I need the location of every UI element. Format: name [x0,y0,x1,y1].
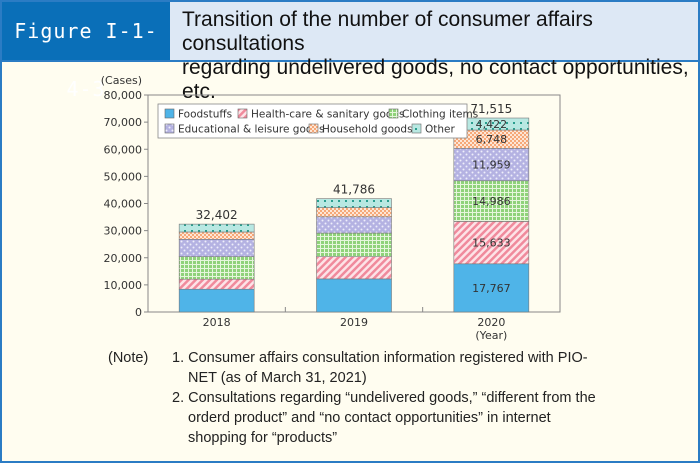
y-tick-label: 10,000 [104,279,143,292]
x-axis-label: (Year) [475,329,507,342]
note-label: (Note) [108,350,149,366]
bar-total-label: 41,786 [333,183,375,197]
figure-number: Figure I-1-4-3 [2,2,170,101]
legend-item: Other [411,123,455,136]
figure-title: Transition of the number of consumer aff… [182,8,694,104]
legend-item: Clothing items [388,108,478,121]
segment-value-label: 14,986 [472,195,511,208]
legend-swatch [237,108,248,119]
bar-segment-clothing-items-2019 [316,232,392,257]
legend-label: Other [425,124,455,136]
bar-segment-educational-leisure-goods-2018 [178,239,255,257]
bar-segment-health-care-sanitary-goods-2018 [178,278,255,290]
figure-header: Figure I-1-4-3 Transition of the number … [2,2,698,103]
bar-segment-household-goods-2018 [178,231,255,240]
bar-segment-clothing-items-2020 [453,180,530,222]
note-item-2: 2. Consultations regarding “undelivered … [172,390,596,446]
y-axis-label: (Cases) [101,74,142,87]
bar-segment-other-2018 [178,223,255,233]
legend-swatch [164,123,175,134]
y-tick-label: 0 [135,306,142,319]
legend-label: Health-care & sanitary goods [251,109,404,121]
y-tick-label: 40,000 [104,198,143,211]
legend-label: Household goods [322,124,413,136]
title-line-2: regarding undelivered goods, no contact … [182,56,689,103]
legend-label: Educational & leisure goods [178,124,324,136]
bar-segment-other-2019 [316,198,392,208]
legend-swatch [164,108,175,119]
legend-swatch [388,108,399,119]
bar-segment-health-care-sanitary-goods-2019 [316,256,392,280]
x-tick-label: 2018 [203,316,231,329]
legend-swatch [308,123,319,134]
segment-value-label: 17,767 [472,282,511,295]
y-tick-label: 60,000 [104,143,143,156]
bar-total-label: 71,515 [470,102,512,116]
bar-segment-foodstuffs-2018 [178,288,255,313]
segment-value-label: 4,422 [476,118,508,131]
y-tick-label: 70,000 [104,116,143,129]
segment-value-label: 6,748 [476,133,508,146]
notes: (Note) 1. Consumer affairs consultation … [108,348,608,448]
legend-item: Foodstuffs [164,108,232,121]
legend-swatch [411,123,422,134]
segment-value-label: 15,633 [472,237,511,250]
y-tick-label: 80,000 [104,89,143,102]
x-tick-label: 2019 [340,316,368,329]
bar-total-label: 32,402 [196,208,238,222]
bar-segment-educational-leisure-goods-2019 [316,216,392,234]
legend-label: Foodstuffs [178,109,232,121]
legend-item: Health-care & sanitary goods [237,108,404,121]
bar-segment-health-care-sanitary-goods-2020 [453,221,530,265]
legend-item: Household goods [308,123,413,136]
bar-segment-clothing-items-2018 [178,256,255,280]
segment-value-label: 11,959 [472,159,511,172]
title-line-1: Transition of the number of consumer aff… [182,8,593,55]
y-tick-label: 50,000 [104,170,143,183]
bar-segment-household-goods-2019 [316,207,392,218]
legend-item: Educational & leisure goods [164,123,324,136]
bar-segment-foodstuffs-2019 [316,278,392,313]
bar-segment-foodstuffs-2020 [453,263,530,313]
y-tick-label: 20,000 [104,252,143,265]
note-item-1: 1. Consumer affairs consultation informa… [172,350,588,386]
x-tick-label: 2020 [477,316,505,329]
legend-label: Clothing items [402,109,478,121]
y-tick-label: 30,000 [104,225,143,238]
